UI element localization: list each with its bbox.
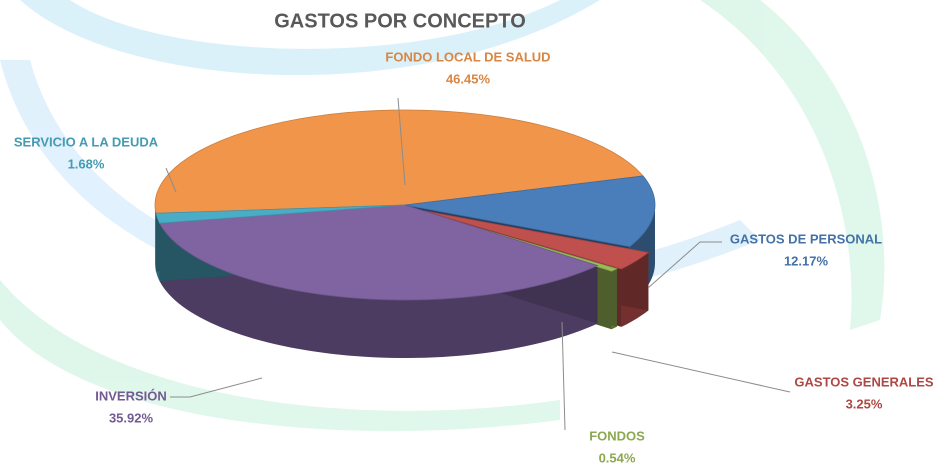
leader-line [647,241,722,289]
decor-swoosh [20,0,600,76]
value-label: 35.92% [109,410,154,425]
category-label: FONDO LOCAL DE SALUD [385,49,550,64]
decor-swoosh [0,280,560,432]
labels: FONDO LOCAL DE SALUD 46.45% GASTOS DE PERS… [14,49,934,464]
pie-slice [158,204,599,301]
value-label: 12.17% [784,253,829,268]
pie-slice-side [159,223,598,358]
value-label: 0.54% [599,450,636,464]
pie-slice [404,175,656,248]
pie-slice [154,109,644,214]
category-label: SERVICIO A LA DEUDA [14,134,159,149]
leader-line [165,167,177,193]
pie-slice-side [155,205,156,272]
pie-slice [155,204,406,224]
leader-lines [165,97,791,431]
value-label: 3.25% [846,396,883,411]
leader-line [561,321,566,431]
pie-slice [423,210,650,270]
category-label: INVERSIÓN [95,388,167,403]
category-label: GASTOS GENERALES [794,374,934,389]
chart-title: GASTOS POR CONCEPTO [274,10,526,32]
pie [154,109,656,358]
leader-line [611,351,791,393]
category-label: GASTOS DE PERSONAL [730,231,882,246]
value-label: 1.68% [68,156,105,171]
leader-line [170,377,263,398]
category-label: FONDOS [589,428,645,443]
decor-swoosh [700,0,885,330]
leader-line [397,97,406,186]
value-label: 46.45% [446,71,491,86]
